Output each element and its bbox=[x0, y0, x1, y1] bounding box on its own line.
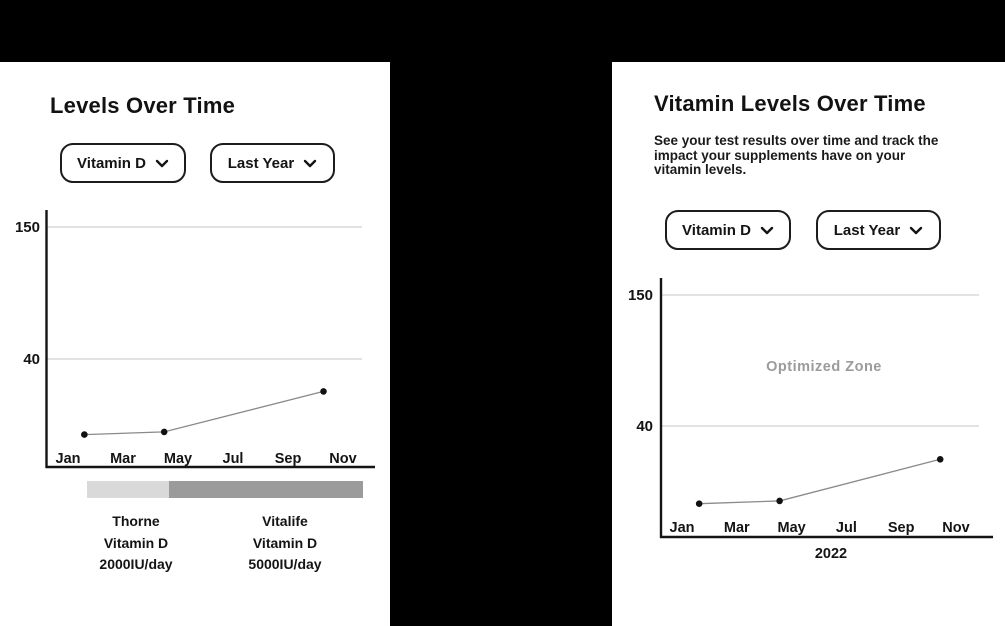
trend-line bbox=[699, 458, 941, 505]
dropdown-label: Vitamin D bbox=[682, 221, 751, 239]
data-point bbox=[81, 431, 88, 438]
dropdown-label: Last Year bbox=[227, 154, 295, 172]
data-point bbox=[936, 456, 944, 463]
vitamin-levels-line-chart: 40 150 Jan Mar May Jul Sep Nov Optimized Zone bbox=[628, 278, 993, 539]
dropdown-label: Vitamin D bbox=[77, 154, 146, 172]
x-tick-label: Sep bbox=[888, 520, 915, 536]
supplement-name: Thorne bbox=[112, 513, 160, 529]
optimized-zone-label: Optimized Zone bbox=[766, 359, 882, 375]
supplement-dose: 2000IU/day bbox=[99, 556, 173, 572]
panel-levels-detailed: Vitamin Levels Over Time See your test r… bbox=[612, 62, 1005, 626]
timerange-filter-dropdown[interactable]: Last Year bbox=[816, 210, 941, 250]
description-line: vitamin levels. bbox=[654, 162, 747, 178]
supplement-bar-segment-vitalife bbox=[168, 481, 363, 498]
page-description: See your test results over time and trac… bbox=[654, 133, 939, 178]
chevron-down-icon bbox=[910, 226, 923, 234]
data-point bbox=[776, 497, 783, 505]
vitamin-levels-line-chart: 40 150 Jan Mar May Jul Sep Nov bbox=[15, 210, 375, 469]
supplement-bar-segment-thorne bbox=[87, 481, 169, 498]
timerange-filter-dropdown[interactable]: Last Year bbox=[210, 143, 335, 183]
x-tick-label: Mar bbox=[724, 520, 750, 536]
supplement-type: Vitamin D bbox=[103, 534, 169, 551]
y-tick-label: 150 bbox=[15, 219, 40, 236]
y-tick-label: 40 bbox=[23, 351, 40, 368]
x-tick-label: Nov bbox=[329, 451, 356, 467]
x-tick-label: Nov bbox=[942, 520, 969, 536]
description-line: See your test results over time and trac… bbox=[654, 133, 939, 148]
data-point bbox=[160, 428, 168, 436]
page-title: Vitamin Levels Over Time bbox=[654, 91, 926, 116]
x-tick-label: Mar bbox=[110, 451, 136, 467]
dropdown-label: Last Year bbox=[833, 221, 901, 239]
description-line: impact your supplements have on your bbox=[654, 147, 906, 163]
chevron-down-icon bbox=[304, 159, 317, 167]
x-tick-label: May bbox=[777, 520, 805, 536]
supplement-label-thorne: Thorne Vitamin D 2000IU/day bbox=[66, 511, 206, 576]
page-title: Levels Over Time bbox=[50, 93, 236, 118]
x-tick-label: May bbox=[164, 451, 192, 467]
data-point bbox=[320, 388, 327, 395]
x-tick-label: Jan bbox=[670, 520, 695, 536]
chevron-down-icon bbox=[155, 159, 169, 167]
trend-line bbox=[84, 390, 324, 436]
supplement-dose: 5000IU/day bbox=[248, 556, 322, 572]
vitamin-filter-dropdown[interactable]: Vitamin D bbox=[60, 143, 186, 183]
supplement-timeline-bar bbox=[87, 481, 363, 498]
panel-levels-compact: Levels Over Time Vitamin D Last Year 40 1… bbox=[0, 62, 390, 626]
data-point bbox=[695, 500, 703, 508]
chevron-down-icon bbox=[760, 226, 774, 234]
x-tick-label: Jan bbox=[56, 451, 81, 467]
x-tick-label: Jul bbox=[836, 520, 857, 536]
y-tick-label: 150 bbox=[628, 287, 653, 304]
supplement-type: Vitamin D bbox=[252, 534, 318, 551]
x-tick-label: Jul bbox=[223, 451, 244, 467]
y-tick-label: 40 bbox=[636, 418, 653, 435]
x-tick-label: Sep bbox=[275, 451, 302, 467]
supplement-label-vitalife: Vitalife Vitamin D 5000IU/day bbox=[215, 511, 355, 576]
supplement-name: Vitalife bbox=[262, 513, 308, 529]
vitamin-filter-dropdown[interactable]: Vitamin D bbox=[665, 210, 791, 250]
x-axis-year-label: 2022 bbox=[814, 546, 848, 562]
